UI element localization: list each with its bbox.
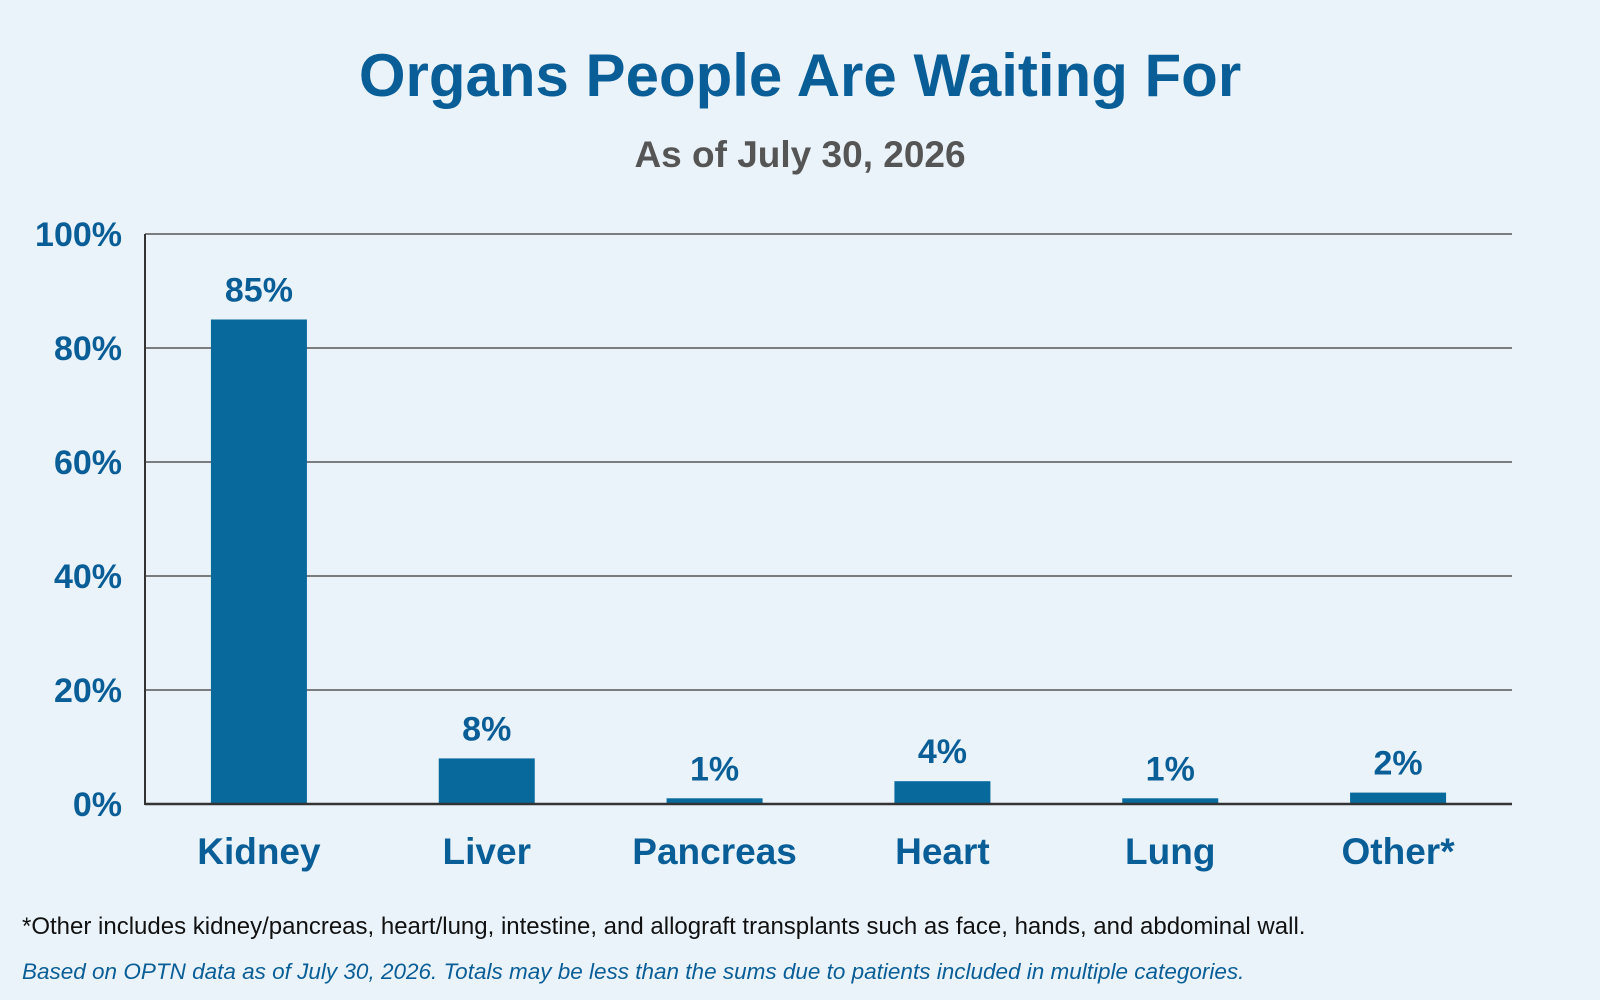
bar bbox=[894, 781, 991, 804]
bar bbox=[1350, 792, 1447, 804]
y-tick-label: 80% bbox=[54, 330, 122, 368]
bar-value-label: 8% bbox=[462, 710, 511, 748]
y-axis-ticks: 0% 20% 40% 60% 80% 100% bbox=[35, 216, 122, 824]
footnote: *Other includes kidney/pancreas, heart/l… bbox=[22, 913, 1306, 940]
x-tick-label: Kidney bbox=[197, 831, 321, 872]
y-tick-label: 40% bbox=[54, 558, 122, 596]
y-tick-label: 60% bbox=[54, 444, 122, 482]
source-note: Based on OPTN data as of July 30, 2026. … bbox=[22, 959, 1245, 984]
bar bbox=[666, 798, 763, 804]
x-tick-label: Other* bbox=[1342, 831, 1456, 872]
chart-subtitle: As of July 30, 2026 bbox=[634, 134, 965, 175]
bar-value-label: 1% bbox=[1146, 750, 1195, 788]
bar bbox=[210, 319, 307, 804]
chart-title: Organs People Are Waiting For bbox=[359, 42, 1241, 109]
gridlines bbox=[145, 233, 1512, 691]
x-axis-ticks: Kidney Liver Pancreas Heart Lung Other* bbox=[197, 831, 1455, 872]
bar-value-label: 85% bbox=[225, 272, 293, 310]
data-labels: 85% 8% 1% 4% 1% 2% bbox=[225, 272, 1423, 789]
bar-value-label: 4% bbox=[918, 733, 967, 771]
bar bbox=[438, 758, 535, 804]
bar-value-label: 1% bbox=[690, 750, 739, 788]
x-tick-label: Pancreas bbox=[632, 831, 797, 872]
bar bbox=[1122, 798, 1219, 804]
x-tick-label: Lung bbox=[1125, 831, 1215, 872]
bars bbox=[210, 319, 1447, 804]
bar-value-label: 2% bbox=[1374, 745, 1423, 783]
x-tick-label: Liver bbox=[443, 831, 531, 872]
y-tick-label: 20% bbox=[54, 672, 122, 710]
x-tick-label: Heart bbox=[895, 831, 990, 872]
y-tick-label: 100% bbox=[35, 216, 122, 254]
y-tick-label: 0% bbox=[73, 786, 122, 824]
